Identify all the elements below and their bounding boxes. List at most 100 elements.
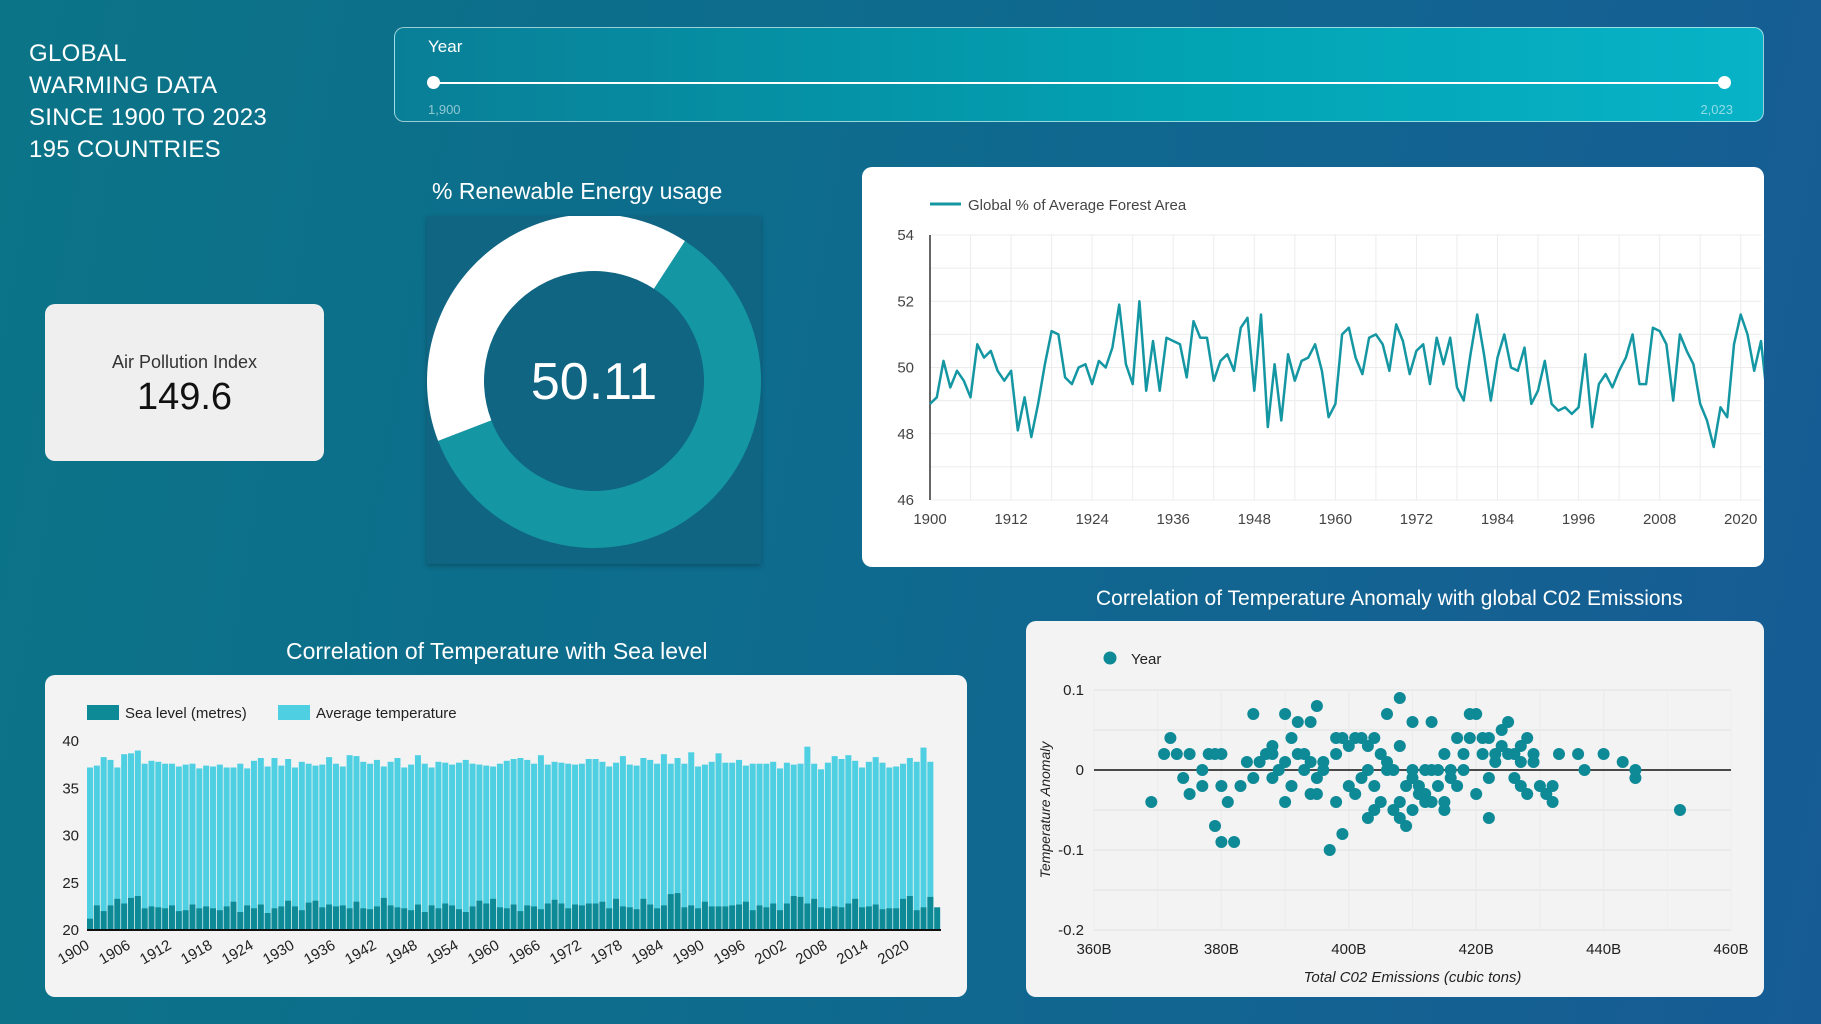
- legend-label: Year: [1131, 651, 1161, 668]
- bar-average-temperature: [312, 765, 319, 930]
- bar-average-temperature: [148, 760, 155, 930]
- bar-average-temperature: [756, 763, 763, 930]
- scatter-point: [1310, 772, 1323, 784]
- bar-average-temperature: [237, 763, 244, 930]
- bar-sea-level: [688, 905, 695, 930]
- bar-average-temperature: [209, 766, 216, 930]
- scatter-point: [1482, 772, 1495, 784]
- bar-average-temperature: [831, 756, 838, 930]
- scatter-point: [1330, 796, 1343, 808]
- bar-sea-level: [373, 906, 380, 930]
- bar-sea-level: [934, 907, 941, 930]
- x-tick-label: 440B: [1586, 941, 1621, 958]
- scatter-point: [1247, 708, 1260, 720]
- bar-sea-level: [879, 909, 886, 930]
- x-tick-label: 1936: [1157, 511, 1190, 528]
- scatter-point: [1387, 804, 1400, 816]
- bar-chart-title: Correlation of Temperature with Sea leve…: [286, 638, 708, 664]
- legend-swatch-sea-level: [87, 705, 119, 720]
- bar-average-temperature: [865, 761, 872, 930]
- x-tick-label: 1900: [913, 511, 946, 528]
- bar-sea-level: [674, 893, 681, 930]
- bar-average-temperature: [585, 759, 592, 930]
- scatter-point: [1368, 780, 1381, 792]
- bar-average-temperature: [722, 762, 729, 930]
- scatter-point: [1317, 764, 1330, 776]
- bar-average-temperature: [544, 764, 551, 930]
- bar-sea-level: [353, 901, 360, 930]
- bar-average-temperature: [818, 769, 825, 930]
- bar-sea-level: [278, 906, 285, 930]
- bar-average-temperature: [421, 763, 428, 930]
- bar-sea-level: [893, 908, 900, 930]
- bar-average-temperature: [613, 762, 620, 930]
- bar-average-temperature: [414, 755, 421, 930]
- bar-sea-level: [886, 908, 893, 930]
- bar-average-temperature: [326, 757, 333, 930]
- bar-sea-level: [572, 904, 579, 930]
- bar-sea-level: [640, 898, 647, 930]
- bar-average-temperature: [681, 763, 688, 930]
- bar-average-temperature: [408, 764, 415, 930]
- bar-sea-level: [647, 904, 654, 930]
- bar-sea-level: [695, 908, 702, 930]
- bar-average-temperature: [708, 761, 715, 930]
- bar-sea-level: [435, 908, 442, 930]
- bar-sea-level: [291, 906, 298, 930]
- scatter-point: [1597, 748, 1610, 760]
- bar-sea-level: [114, 898, 121, 930]
- slider-min-handle[interactable]: [427, 76, 440, 89]
- bar-average-temperature: [578, 763, 585, 930]
- scatter-point: [1482, 812, 1495, 824]
- donut-title: % Renewable Energy usage: [432, 178, 723, 204]
- bar-sea-level: [756, 905, 763, 930]
- bar-average-temperature: [503, 760, 510, 930]
- bar-sea-level: [531, 906, 538, 930]
- bar-average-temperature: [811, 763, 818, 930]
- bar-average-temperature: [196, 768, 203, 930]
- bar-average-temperature: [387, 761, 394, 930]
- donut-chart-card: 50.11: [427, 213, 761, 564]
- bar-sea-level: [585, 903, 592, 930]
- slider-max-handle[interactable]: [1718, 76, 1731, 89]
- bar-sea-level: [428, 905, 435, 930]
- x-tick-label: 1996: [1562, 511, 1595, 528]
- slider-max-label: 2,023: [1700, 102, 1733, 117]
- slider-track[interactable]: [433, 82, 1724, 84]
- bar-average-temperature: [695, 766, 702, 930]
- bar-average-temperature: [449, 764, 456, 930]
- bar-sea-level: [654, 908, 661, 930]
- legend-label: Sea level (metres): [125, 705, 247, 722]
- y-tick-label: 20: [62, 922, 79, 939]
- scatter-point: [1406, 716, 1419, 728]
- y-tick-label: 25: [62, 875, 79, 892]
- bar-average-temperature: [476, 764, 483, 930]
- bar-average-temperature: [537, 755, 544, 930]
- bar-average-temperature: [763, 763, 770, 930]
- bar-average-temperature: [332, 763, 339, 930]
- scatter-point: [1355, 772, 1368, 784]
- bar-average-temperature: [182, 764, 189, 930]
- scatter-point: [1336, 828, 1349, 840]
- bar-average-temperature: [688, 752, 695, 930]
- x-tick-label: 400B: [1331, 941, 1366, 958]
- bar-average-temperature: [189, 763, 196, 930]
- scatter-point: [1196, 764, 1209, 776]
- scatter-point: [1572, 748, 1585, 760]
- y-axis-label: Temperature Anomaly: [1037, 741, 1053, 879]
- scatter-point: [1381, 756, 1393, 768]
- x-tick-label: 1972: [1400, 511, 1433, 528]
- scatter-point: [1310, 700, 1323, 712]
- bar-sea-level: [346, 908, 353, 930]
- scatter-point: [1183, 748, 1196, 760]
- bar-sea-level: [872, 904, 879, 930]
- scatter-point: [1330, 748, 1343, 760]
- x-tick-label: 2020: [875, 937, 912, 968]
- bar-sea-level: [264, 913, 271, 930]
- bar-average-temperature: [777, 768, 784, 930]
- bar-sea-level: [742, 901, 749, 930]
- bar-sea-level: [223, 906, 230, 930]
- bar-sea-level: [811, 898, 818, 930]
- scatter-point: [1279, 756, 1292, 768]
- bar-sea-level: [442, 903, 449, 930]
